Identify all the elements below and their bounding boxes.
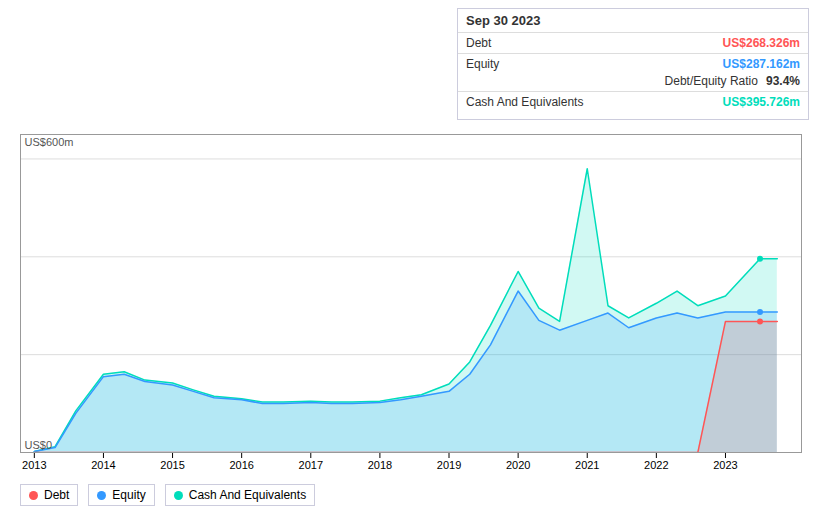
html-text:93.4%: 93.4% [766,74,800,88]
svg-text:2017: 2017 [299,459,323,471]
html-text:Sep 30 2023: Sep 30 2023 [466,13,541,28]
svg-text:2014: 2014 [91,459,115,471]
svg-text:2015: 2015 [160,459,184,471]
html-text:Debt/Equity Ratio: Debt/Equity Ratio [664,74,758,88]
svg-text:2023: 2023 [713,459,737,471]
svg-text:2019: 2019 [437,459,461,471]
svg-text:US$0: US$0 [25,439,53,451]
svg-text:2016: 2016 [229,459,253,471]
html-text:Equity: Equity [112,488,146,502]
html-text:Debt: Debt [466,36,492,50]
html-text:US$395.726m: US$395.726m [722,95,800,109]
svg-text:2021: 2021 [575,459,599,471]
svg-text:2020: 2020 [506,459,530,471]
html-text:US$287.162m: US$287.162m [722,57,800,71]
svg-text:2022: 2022 [644,459,668,471]
html-text:Equity: Equity [466,57,500,71]
html-text:Cash And Equivalents: Cash And Equivalents [466,95,584,109]
html-text:Debt: Debt [44,488,70,502]
svg-text:US$600m: US$600m [25,136,74,148]
svg-text:2013: 2013 [22,459,46,471]
html-text:US$268.326m: US$268.326m [722,36,800,50]
html-text:Cash And Equivalents: Cash And Equivalents [188,488,307,502]
svg-text:2018: 2018 [368,459,392,471]
